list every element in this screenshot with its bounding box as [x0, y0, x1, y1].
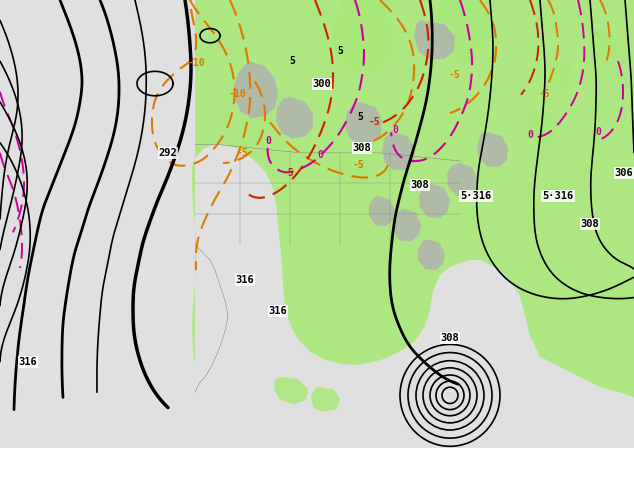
Text: 308: 308: [353, 143, 372, 153]
Text: 5: 5: [357, 112, 363, 122]
Text: 308: 308: [441, 333, 460, 343]
Polygon shape: [369, 196, 395, 226]
Text: 300: 300: [313, 78, 332, 89]
Text: 308: 308: [411, 180, 429, 191]
Text: 5: 5: [289, 56, 295, 66]
Text: 316: 316: [236, 275, 254, 285]
Polygon shape: [382, 130, 415, 170]
Text: -10: -10: [187, 58, 205, 68]
Text: -5: -5: [352, 160, 364, 170]
Text: 0: 0: [527, 129, 533, 140]
Text: © weatheronline.co.uk: © weatheronline.co.uk: [481, 473, 630, 487]
Text: -5: -5: [236, 148, 248, 158]
Polygon shape: [339, 153, 368, 185]
Text: -5: -5: [369, 117, 381, 127]
Polygon shape: [274, 377, 308, 405]
Polygon shape: [192, 0, 634, 397]
Text: -5: -5: [282, 168, 294, 178]
Polygon shape: [418, 240, 445, 270]
Text: -10: -10: [228, 89, 246, 99]
Text: 292: 292: [158, 148, 178, 158]
Text: 5·316: 5·316: [460, 191, 491, 200]
Text: -5: -5: [538, 89, 550, 99]
Polygon shape: [311, 387, 340, 412]
Text: 0: 0: [265, 136, 271, 146]
Text: 308: 308: [581, 219, 599, 229]
Polygon shape: [345, 102, 382, 145]
Polygon shape: [276, 97, 313, 139]
Text: 0: 0: [317, 150, 323, 160]
Polygon shape: [437, 0, 490, 63]
Text: 5·316: 5·316: [542, 191, 574, 200]
Text: -5: -5: [449, 71, 461, 80]
Polygon shape: [234, 61, 278, 118]
Text: 0: 0: [392, 125, 398, 135]
Polygon shape: [332, 0, 395, 74]
Polygon shape: [414, 21, 455, 59]
Polygon shape: [477, 132, 508, 167]
Text: 316: 316: [269, 306, 287, 316]
Text: Th 26-09-2024 06:00 UTC (18+84): Th 26-09-2024 06:00 UTC (18+84): [409, 456, 630, 469]
Polygon shape: [527, 112, 558, 145]
Text: 5: 5: [337, 46, 343, 56]
Text: Height/Temp. 700 hPa [gdmp][°C] GFS: Height/Temp. 700 hPa [gdmp][°C] GFS: [4, 456, 254, 469]
Polygon shape: [549, 61, 575, 89]
Polygon shape: [419, 183, 450, 218]
Text: 316: 316: [18, 357, 37, 367]
Polygon shape: [447, 163, 478, 196]
Polygon shape: [588, 30, 618, 63]
Text: 306: 306: [614, 168, 633, 178]
Polygon shape: [393, 209, 421, 242]
Text: 0: 0: [595, 127, 601, 138]
